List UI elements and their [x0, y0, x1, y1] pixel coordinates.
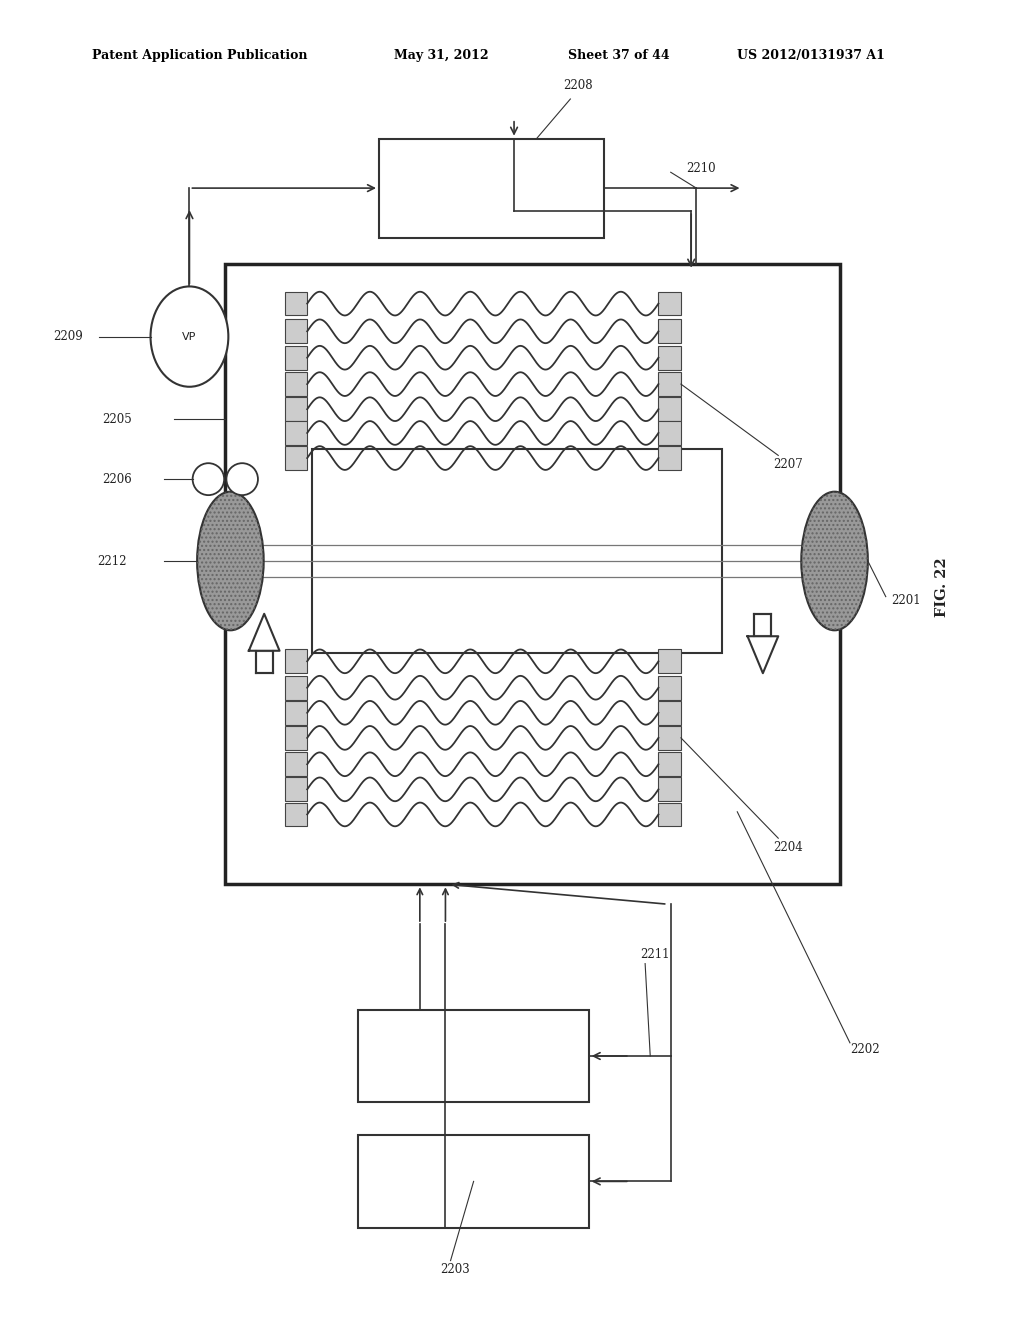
- Text: 2212: 2212: [97, 554, 127, 568]
- FancyBboxPatch shape: [285, 421, 307, 445]
- FancyBboxPatch shape: [285, 726, 307, 750]
- FancyBboxPatch shape: [285, 803, 307, 826]
- Ellipse shape: [801, 492, 867, 631]
- FancyBboxPatch shape: [285, 372, 307, 396]
- Circle shape: [151, 286, 228, 387]
- FancyBboxPatch shape: [658, 397, 681, 421]
- Text: May 31, 2012: May 31, 2012: [394, 49, 488, 62]
- FancyBboxPatch shape: [658, 777, 681, 801]
- Text: 2210: 2210: [686, 162, 716, 174]
- FancyBboxPatch shape: [658, 803, 681, 826]
- Text: US 2012/0131937 A1: US 2012/0131937 A1: [737, 49, 885, 62]
- Text: FIG. 22: FIG. 22: [935, 557, 949, 618]
- FancyBboxPatch shape: [256, 651, 272, 673]
- FancyBboxPatch shape: [358, 1135, 589, 1228]
- FancyBboxPatch shape: [285, 292, 307, 315]
- FancyBboxPatch shape: [358, 1010, 589, 1102]
- Text: 2211: 2211: [640, 948, 670, 961]
- FancyBboxPatch shape: [285, 676, 307, 700]
- FancyBboxPatch shape: [658, 346, 681, 370]
- Polygon shape: [249, 614, 280, 651]
- FancyBboxPatch shape: [285, 701, 307, 725]
- Ellipse shape: [197, 492, 264, 631]
- Text: 2205: 2205: [102, 413, 132, 425]
- Text: 2204: 2204: [773, 841, 803, 854]
- Polygon shape: [748, 636, 778, 673]
- Text: 2206: 2206: [102, 473, 132, 486]
- FancyBboxPatch shape: [312, 449, 722, 653]
- FancyBboxPatch shape: [658, 649, 681, 673]
- Text: VP: VP: [182, 331, 197, 342]
- FancyBboxPatch shape: [658, 701, 681, 725]
- FancyBboxPatch shape: [379, 139, 604, 238]
- FancyBboxPatch shape: [285, 319, 307, 343]
- FancyBboxPatch shape: [755, 614, 771, 636]
- FancyBboxPatch shape: [658, 726, 681, 750]
- FancyBboxPatch shape: [658, 319, 681, 343]
- FancyBboxPatch shape: [658, 446, 681, 470]
- FancyBboxPatch shape: [658, 292, 681, 315]
- FancyBboxPatch shape: [225, 264, 840, 884]
- FancyBboxPatch shape: [285, 777, 307, 801]
- FancyBboxPatch shape: [285, 346, 307, 370]
- FancyBboxPatch shape: [285, 397, 307, 421]
- FancyBboxPatch shape: [285, 649, 307, 673]
- FancyBboxPatch shape: [658, 752, 681, 776]
- FancyBboxPatch shape: [285, 446, 307, 470]
- FancyBboxPatch shape: [658, 421, 681, 445]
- Text: Sheet 37 of 44: Sheet 37 of 44: [568, 49, 670, 62]
- Text: Patent Application Publication: Patent Application Publication: [92, 49, 307, 62]
- Text: 2208: 2208: [563, 79, 593, 92]
- Text: 2202: 2202: [850, 1043, 880, 1056]
- Text: 2207: 2207: [773, 458, 803, 471]
- Text: 2209: 2209: [53, 330, 83, 343]
- Text: 2201: 2201: [891, 594, 921, 607]
- FancyBboxPatch shape: [658, 372, 681, 396]
- Ellipse shape: [193, 463, 224, 495]
- Ellipse shape: [226, 463, 258, 495]
- FancyBboxPatch shape: [658, 676, 681, 700]
- FancyBboxPatch shape: [285, 752, 307, 776]
- Text: 2203: 2203: [440, 1263, 470, 1276]
